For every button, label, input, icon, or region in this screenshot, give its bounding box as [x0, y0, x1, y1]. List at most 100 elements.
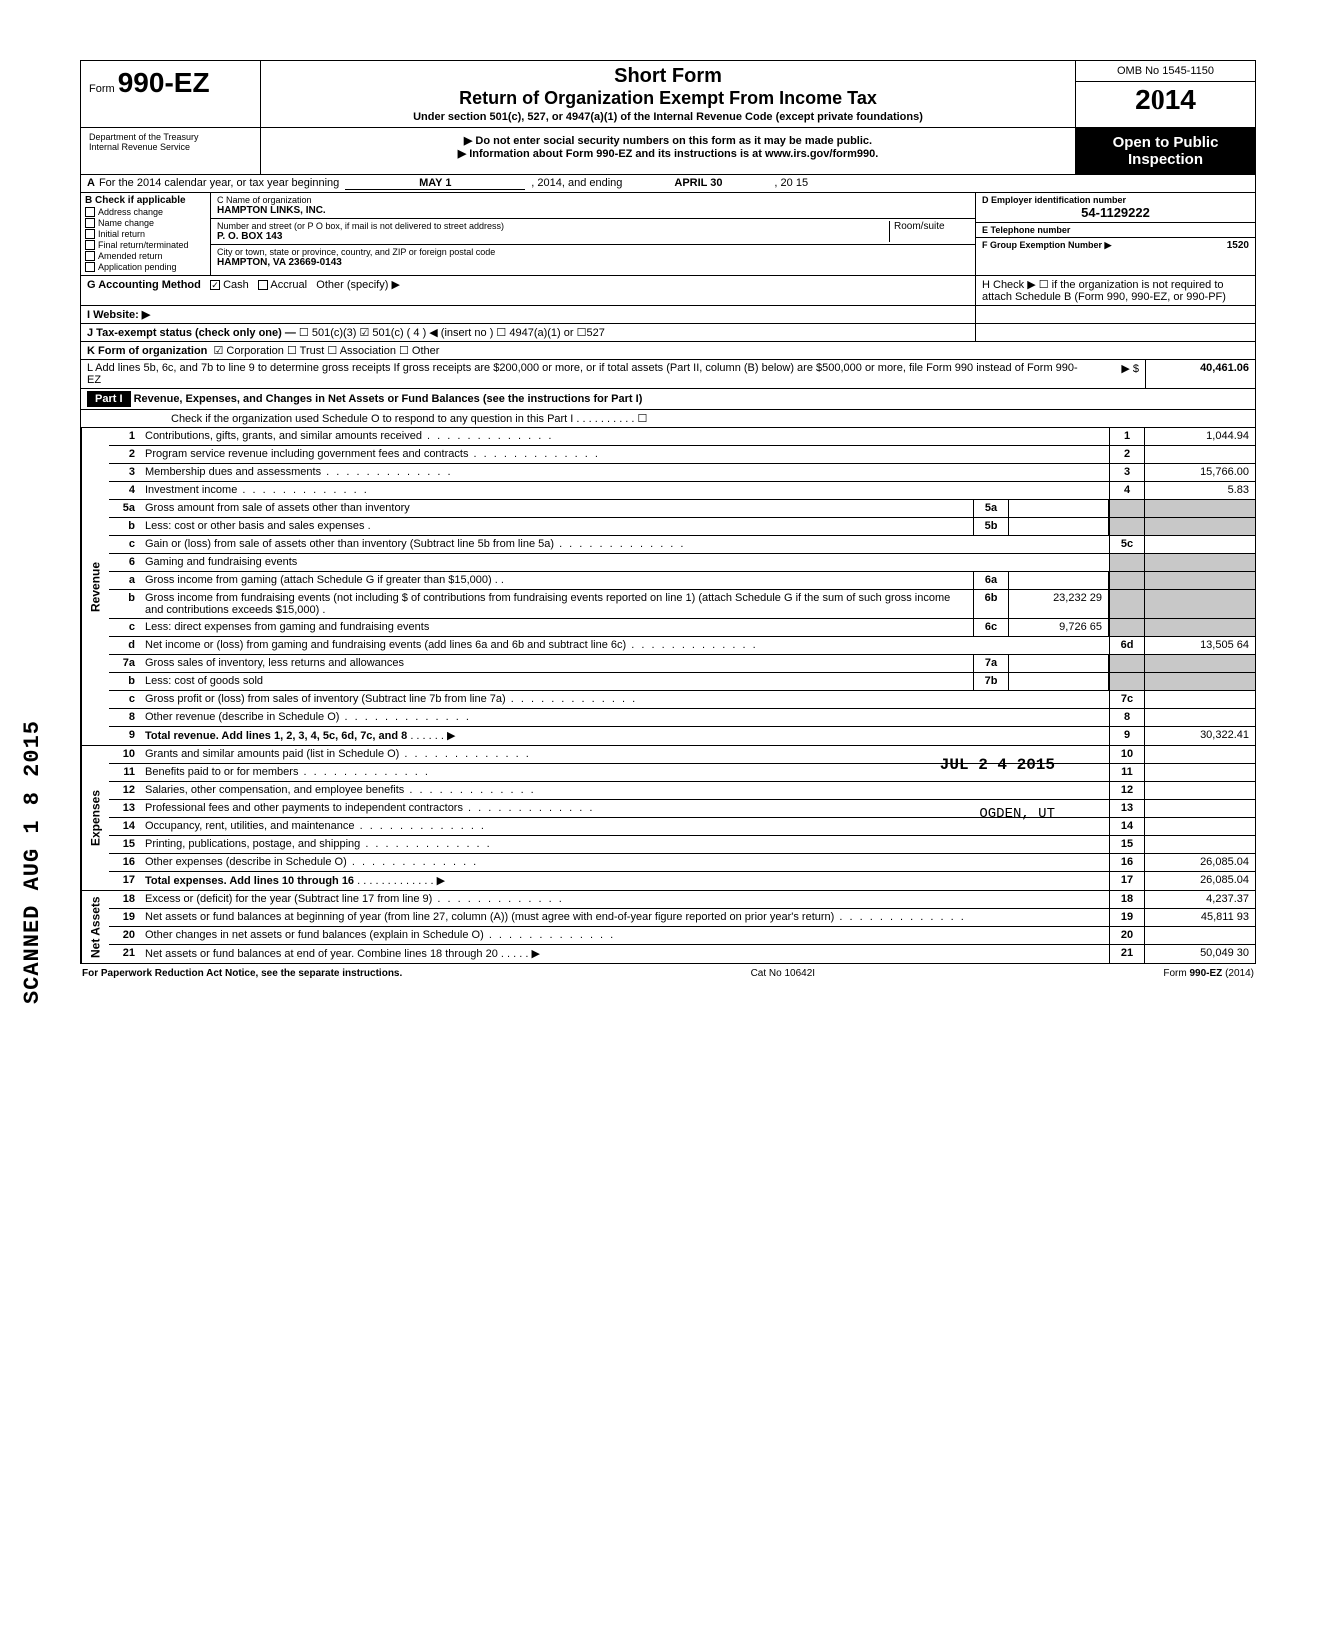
l6a-mval	[1009, 572, 1109, 589]
l16-rno: 16	[1109, 854, 1145, 871]
l6b-shade	[1109, 590, 1145, 618]
l18-desc: Excess or (deficit) for the year (Subtra…	[141, 891, 1109, 908]
l6a-desc: Gross income from gaming (attach Schedul…	[141, 572, 973, 589]
l5a-mval	[1009, 500, 1109, 517]
l5b-mno: 5b	[973, 518, 1009, 535]
row-l-text: L Add lines 5b, 6c, and 7b to line 9 to …	[81, 360, 1085, 388]
l7a-shade	[1109, 655, 1145, 672]
l6b-no: b	[109, 590, 141, 618]
lbl-application-pending: Application pending	[98, 262, 177, 272]
line-a: A For the 2014 calendar year, or tax yea…	[81, 175, 1255, 193]
row-i: I Website: ▶	[81, 306, 1255, 324]
row-l: L Add lines 5b, 6c, and 7b to line 9 to …	[81, 360, 1255, 389]
part-1-tag: Part I	[87, 391, 131, 407]
l3-no: 3	[109, 464, 141, 481]
form-990ez: Form 990-EZ Short Form Return of Organiz…	[80, 60, 1256, 964]
row-j: J Tax-exempt status (check only one) — ☐…	[81, 324, 1255, 342]
l6d-no: d	[109, 637, 141, 654]
l7c-val	[1145, 691, 1255, 708]
l16-desc: Other expenses (describe in Schedule O)	[141, 854, 1109, 871]
l13-val	[1145, 800, 1255, 817]
l4-rno: 4	[1109, 482, 1145, 499]
l7a-mval	[1009, 655, 1109, 672]
l1-no: 1	[109, 428, 141, 445]
scanned-stamp: SCANNED AUG 1 8 2015	[20, 720, 45, 1004]
l2-rno: 2	[1109, 446, 1145, 463]
dept-treasury: Department of the TreasuryInternal Reven…	[81, 128, 261, 174]
l21-val: 50,049 30	[1145, 945, 1255, 963]
l6a-rshade	[1145, 572, 1255, 589]
addr-label: Number and street (or P O box, if mail i…	[217, 221, 889, 231]
l10-no: 10	[109, 746, 141, 763]
l17-desc: Total expenses. Add lines 10 through 16 …	[141, 872, 1109, 890]
l7c-rno: 7c	[1109, 691, 1145, 708]
omb-number: OMB No 1545-1150	[1076, 61, 1255, 82]
l6a-no: a	[109, 572, 141, 589]
chk-application-pending[interactable]	[85, 262, 95, 272]
lbl-cash: Cash	[223, 279, 249, 291]
l6c-desc: Less: direct expenses from gaming and fu…	[141, 619, 973, 636]
l3-val: 15,766.00	[1145, 464, 1255, 481]
l16-val: 26,085.04	[1145, 854, 1255, 871]
part-1-check: Check if the organization used Schedule …	[81, 410, 1255, 428]
l18-val: 4,237.37	[1145, 891, 1255, 908]
chk-final-return[interactable]	[85, 240, 95, 250]
l6b-desc: Gross income from fundraising events (no…	[141, 590, 973, 618]
row-g-h: G Accounting Method ✓ Cash Accrual Other…	[81, 276, 1255, 306]
line-a-endyear: , 20 15	[774, 177, 808, 190]
l10-val	[1145, 746, 1255, 763]
l7b-mval	[1009, 673, 1109, 690]
row-k-label: K Form of organization	[87, 345, 207, 357]
expenses-label: Expenses	[81, 746, 109, 890]
l5a-rshade	[1145, 500, 1255, 517]
l12-rno: 12	[1109, 782, 1145, 799]
revenue-label: Revenue	[81, 428, 109, 745]
chk-name-change[interactable]	[85, 218, 95, 228]
l11-val	[1145, 764, 1255, 781]
box-c: C Name of organization HAMPTON LINKS, IN…	[211, 193, 975, 275]
l6d-rno: 6d	[1109, 637, 1145, 654]
l5a-shade	[1109, 500, 1145, 517]
l5b-no: b	[109, 518, 141, 535]
box-e-label: E Telephone number	[982, 225, 1249, 235]
title-short-form: Short Form	[269, 65, 1067, 88]
l5c-desc: Gain or (loss) from sale of assets other…	[141, 536, 1109, 553]
l9-rno: 9	[1109, 727, 1145, 745]
l5a-mno: 5a	[973, 500, 1009, 517]
l13-no: 13	[109, 800, 141, 817]
l9-val: 30,322.41	[1145, 727, 1255, 745]
l14-val	[1145, 818, 1255, 835]
org-city: HAMPTON, VA 23669-0143	[217, 257, 969, 268]
l21-rno: 21	[1109, 945, 1145, 963]
line-a-label: A	[87, 177, 95, 190]
tax-year-begin: MAY 1	[345, 177, 525, 190]
chk-accrual[interactable]	[258, 280, 268, 290]
l5a-desc: Gross amount from sale of assets other t…	[141, 500, 973, 517]
l15-no: 15	[109, 836, 141, 853]
l13-desc: Professional fees and other payments to …	[141, 800, 1109, 817]
page-footer: For Paperwork Reduction Act Notice, see …	[80, 964, 1256, 983]
l18-no: 18	[109, 891, 141, 908]
gross-receipts: 40,461.06	[1145, 360, 1255, 388]
l6-shade	[1109, 554, 1145, 571]
l8-rno: 8	[1109, 709, 1145, 726]
title-under-section: Under section 501(c), 527, or 4947(a)(1)…	[269, 111, 1067, 123]
footer-mid: Cat No 10642I	[751, 968, 816, 979]
chk-cash[interactable]: ✓	[210, 280, 220, 290]
l14-desc: Occupancy, rent, utilities, and maintena…	[141, 818, 1109, 835]
l10-rno: 10	[1109, 746, 1145, 763]
l6-rshade	[1145, 554, 1255, 571]
l6a-shade	[1109, 572, 1145, 589]
l19-val: 45,811 93	[1145, 909, 1255, 926]
line-a-mid: , 2014, and ending	[531, 177, 622, 190]
chk-address-change[interactable]	[85, 207, 95, 217]
netassets-label: Net Assets	[81, 891, 109, 963]
l5b-mval	[1009, 518, 1109, 535]
box-c-label: C Name of organization	[217, 195, 969, 205]
org-address: P. O. BOX 143	[217, 231, 889, 242]
l9-desc: Total revenue. Add lines 1, 2, 3, 4, 5c,…	[141, 727, 1109, 745]
l14-rno: 14	[1109, 818, 1145, 835]
chk-amended-return[interactable]	[85, 251, 95, 261]
l17-no: 17	[109, 872, 141, 890]
chk-initial-return[interactable]	[85, 229, 95, 239]
